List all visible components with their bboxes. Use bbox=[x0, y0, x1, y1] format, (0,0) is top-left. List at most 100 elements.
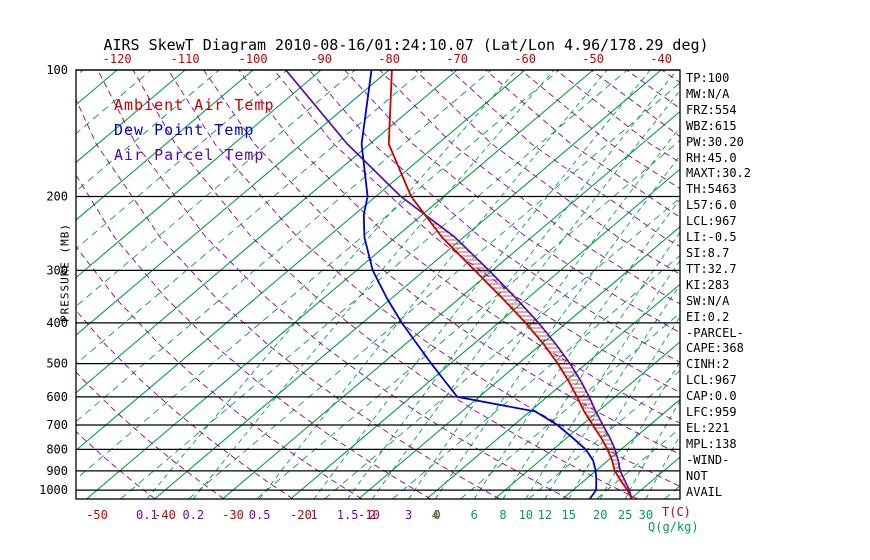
isotherm-line bbox=[324, 197, 680, 499]
mixing-ratio-line bbox=[568, 315, 680, 499]
isotherm-line bbox=[86, 70, 594, 499]
mixing-ratio-tick: 0.1 bbox=[136, 508, 158, 522]
mixing-ratio-tick: 0.2 bbox=[182, 508, 204, 522]
isotherm-line bbox=[76, 70, 390, 336]
top-temp-tick: -120 bbox=[103, 52, 132, 66]
index-value: SW:N/A bbox=[686, 293, 730, 308]
pressure-tick: 300 bbox=[46, 263, 68, 277]
isotherm-line bbox=[76, 70, 492, 423]
pressure-tick: 500 bbox=[46, 357, 68, 371]
index-value: LCL:967 bbox=[686, 373, 737, 388]
dry-adiabat-line bbox=[76, 98, 501, 499]
ambient-temp-curve bbox=[387, 70, 633, 499]
isotherm-line bbox=[494, 341, 680, 499]
mixing-ratio-tick: 8 bbox=[499, 508, 506, 522]
parcel-temp-curve bbox=[285, 70, 633, 499]
mixing-ratio-line bbox=[434, 154, 680, 499]
mixing-ratio-line bbox=[645, 434, 680, 499]
bottom-temp-tick: -40 bbox=[154, 508, 176, 522]
mixing-ratio-tick: 20 bbox=[593, 508, 607, 522]
index-value: EI:0.2 bbox=[686, 309, 730, 324]
mixing-ratio-line bbox=[502, 231, 680, 499]
index-value: FRZ:554 bbox=[686, 102, 737, 117]
mixing-ratio-tick: 0.5 bbox=[249, 508, 271, 522]
isotherm-line bbox=[562, 398, 680, 499]
isotherm-line bbox=[76, 70, 458, 394]
isotherm-line bbox=[528, 370, 680, 499]
pressure-tick: 100 bbox=[46, 63, 68, 77]
index-value: LFC:959 bbox=[686, 405, 737, 420]
index-value: KI:283 bbox=[686, 277, 730, 292]
temp-axis-label: T(C) bbox=[662, 505, 691, 519]
index-value: TP:100 bbox=[686, 71, 730, 85]
index-value: MPL:138 bbox=[686, 436, 737, 451]
background-lines bbox=[76, 70, 680, 499]
mixing-ratio-line bbox=[347, 70, 678, 499]
mixing-ratio-line bbox=[146, 70, 517, 499]
index-value: AVAIL bbox=[686, 484, 723, 499]
pressure-tick: 800 bbox=[46, 442, 68, 456]
mixing-ratio-line bbox=[624, 399, 680, 499]
pressure-tick: 200 bbox=[46, 190, 68, 204]
mixing-ratio-tick: 1.5 bbox=[337, 508, 359, 522]
sounding-curves bbox=[285, 70, 633, 499]
dry-adiabat-lines bbox=[76, 70, 680, 499]
isotherm-line bbox=[76, 70, 560, 480]
chart-title: AIRS SkewT Diagram 2010-08-16/01:24:10.0… bbox=[103, 36, 709, 54]
axis-tick-labels: -120 -110 -100 -90 -80 -70 -60 -50 -401002003004… bbox=[39, 52, 672, 522]
top-temp-tick: -70 bbox=[446, 52, 468, 66]
mixing-ratio-tick: 15 bbox=[561, 508, 575, 522]
bottom-temp-tick: -20 bbox=[290, 508, 312, 522]
dry-adiabat-line bbox=[238, 70, 680, 424]
mixing-ratio-line bbox=[473, 198, 680, 499]
top-temp-tick: -90 bbox=[310, 52, 332, 66]
mixing-ratio-tick: 1 bbox=[310, 508, 317, 522]
dry-adiabat-line bbox=[76, 371, 225, 499]
dry-adiabat-line bbox=[203, 70, 680, 455]
isotherm-line bbox=[392, 254, 680, 499]
dry-adiabat-line bbox=[76, 309, 294, 499]
isotherm-line bbox=[426, 283, 680, 499]
isotherm-line bbox=[290, 168, 680, 499]
top-temp-tick: -110 bbox=[171, 52, 200, 66]
top-temp-tick: -50 bbox=[582, 52, 604, 66]
isotherm-line bbox=[154, 70, 662, 499]
index-value: RH:45.0 bbox=[686, 150, 737, 165]
index-value: -PARCEL- bbox=[686, 325, 744, 340]
isotherm-line bbox=[76, 70, 186, 164]
mixing-ratio-tick: 4 bbox=[432, 508, 439, 522]
isotherm-line bbox=[460, 312, 680, 499]
mixing-ratio-tick: 30 bbox=[639, 508, 653, 522]
index-value: NOT bbox=[686, 468, 708, 483]
top-temp-tick: -80 bbox=[378, 52, 400, 66]
isotherm-line bbox=[76, 70, 424, 365]
index-value: EL:221 bbox=[686, 420, 730, 435]
index-value: CAP:0.0 bbox=[686, 389, 737, 404]
dry-adiabat-line bbox=[308, 70, 680, 363]
index-value: LCL:967 bbox=[686, 214, 737, 229]
dry-adiabat-line bbox=[273, 70, 680, 393]
mixing-ratio-line bbox=[544, 284, 680, 499]
mixing-ratio-tick: 6 bbox=[471, 508, 478, 522]
dry-adiabat-line bbox=[76, 246, 363, 499]
mixing-ratio-tick: 12 bbox=[538, 508, 552, 522]
index-value: TT:32.7 bbox=[686, 261, 737, 276]
index-value: WBZ:615 bbox=[686, 118, 737, 133]
isotherm-line bbox=[76, 70, 220, 192]
isotherm-line bbox=[256, 139, 680, 499]
bottom-temp-tick: -50 bbox=[86, 508, 108, 522]
dew-point-curve bbox=[360, 70, 598, 499]
isotherm-line bbox=[76, 70, 322, 279]
index-value: PW:30.20 bbox=[686, 134, 744, 149]
index-value: MAXT:30.2 bbox=[686, 166, 752, 181]
top-temp-tick: -40 bbox=[650, 52, 672, 66]
mixing-ratio-line bbox=[192, 70, 555, 499]
dry-adiabat-line bbox=[167, 70, 680, 487]
mixing-ratio-line bbox=[259, 70, 608, 499]
pressure-tick: 1000 bbox=[39, 483, 68, 497]
mixing-ratio-lines bbox=[146, 70, 680, 499]
mixing-ratio-axis-label: Q(g/kg) bbox=[648, 520, 699, 534]
index-value: TH:5463 bbox=[686, 182, 737, 197]
index-value: LI:-0.5 bbox=[686, 230, 737, 245]
mixing-ratio-tick: 3 bbox=[405, 508, 412, 522]
